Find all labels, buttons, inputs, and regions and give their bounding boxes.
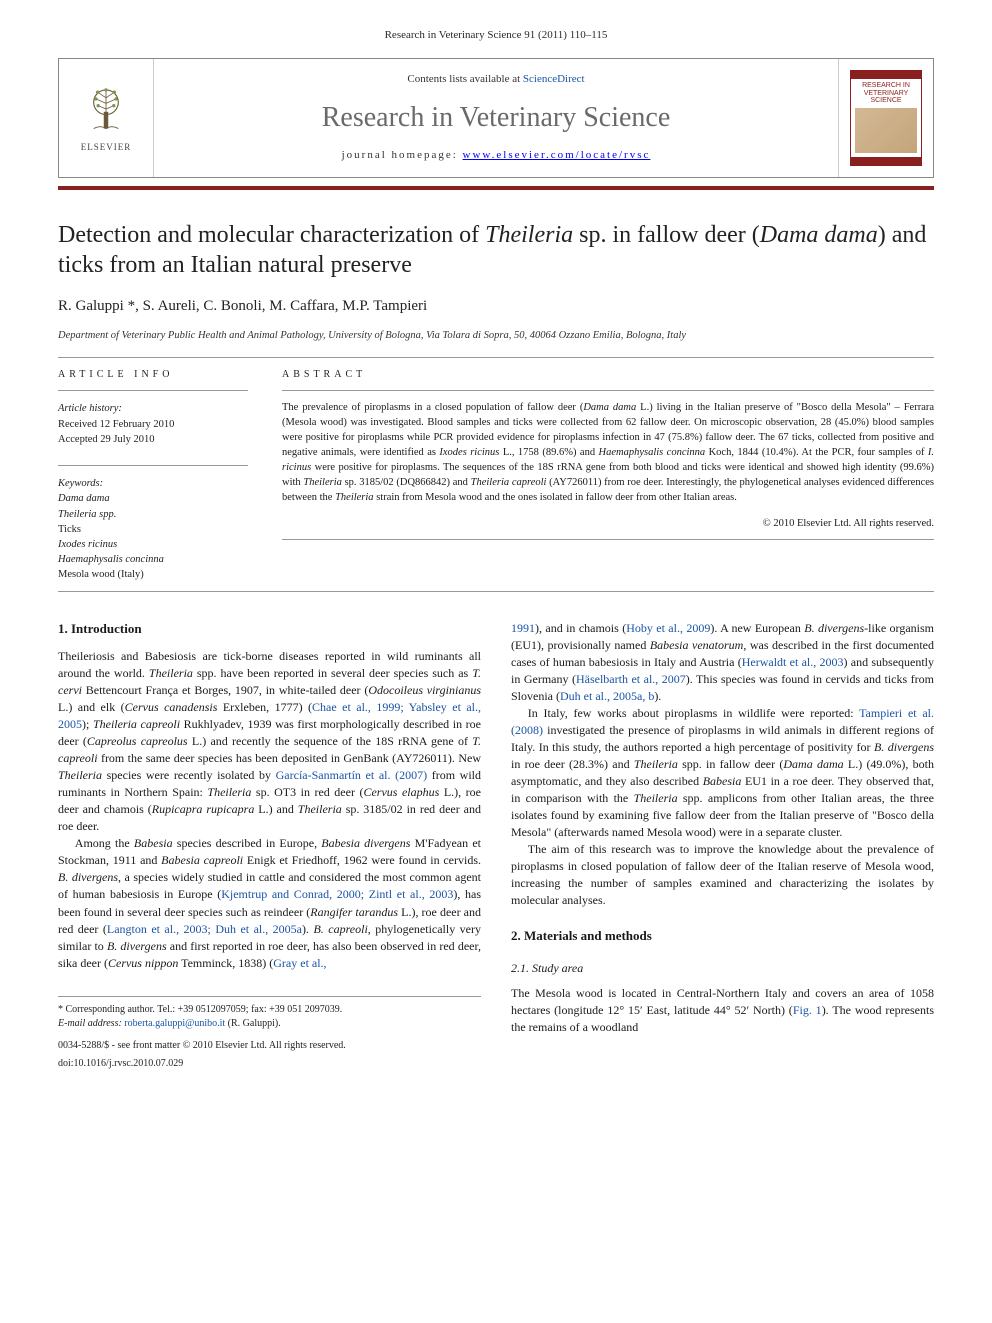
- abstract-text: The prevalence of piroplasms in a closed…: [282, 401, 934, 505]
- body-paragraph: 1991), and in chamois (Hoby et al., 2009…: [511, 620, 934, 705]
- keyword: Ixodes ricinus: [58, 537, 248, 552]
- banner-center: Contents lists available at ScienceDirec…: [154, 59, 838, 177]
- journal-homepage-line: journal homepage: www.elsevier.com/locat…: [342, 148, 651, 164]
- journal-cover-thumb: RESEARCH IN VETERINARY SCIENCE: [850, 70, 922, 166]
- meta-row: ARTICLE INFO Article history: Received 1…: [58, 368, 934, 583]
- front-matter-line: 0034-5288/$ - see front matter © 2010 El…: [58, 1039, 481, 1053]
- abstract-heading: ABSTRACT: [282, 368, 934, 383]
- abstract-block: ABSTRACT The prevalence of piroplasms in…: [282, 368, 934, 583]
- divider: [58, 591, 934, 592]
- author-list: R. Galuppi *, S. Aureli, C. Bonoli, M. C…: [58, 296, 934, 318]
- body-paragraph: Theileriosis and Babesiosis are tick-bor…: [58, 648, 481, 835]
- keyword: Haemaphysalis concinna: [58, 552, 248, 567]
- article-body: 1. Introduction Theileriosis and Babesio…: [58, 620, 934, 1072]
- abstract-copyright: © 2010 Elsevier Ltd. All rights reserved…: [282, 516, 934, 531]
- article-info-heading: ARTICLE INFO: [58, 368, 248, 383]
- journal-title: Research in Veterinary Science: [322, 98, 671, 139]
- journal-banner: ELSEVIER Contents lists available at Sci…: [58, 58, 934, 178]
- corr-email-link[interactable]: roberta.galuppi@unibo.it: [124, 1018, 225, 1029]
- history-label: Article history:: [58, 401, 248, 416]
- contents-available-line: Contents lists available at ScienceDirec…: [407, 72, 584, 88]
- article-info-block: ARTICLE INFO Article history: Received 1…: [58, 368, 248, 583]
- publisher-logo-block: ELSEVIER: [59, 59, 154, 177]
- cover-title: RESEARCH IN VETERINARY SCIENCE: [851, 79, 921, 108]
- keyword: Mesola wood (Italy): [58, 567, 248, 582]
- publisher-name: ELSEVIER: [81, 141, 132, 154]
- brand-rule: [58, 186, 934, 190]
- footer-block: * Corresponding author. Tel.: +39 051209…: [58, 996, 481, 1072]
- keyword: Theileria spp.: [58, 507, 248, 522]
- contents-prefix: Contents lists available at: [407, 73, 522, 85]
- body-paragraph: The Mesola wood is located in Central-No…: [511, 985, 934, 1036]
- section-heading-intro: 1. Introduction: [58, 620, 481, 638]
- corresponding-author: * Corresponding author. Tel.: +39 051209…: [58, 1003, 481, 1031]
- body-paragraph: In Italy, few works about piroplasms in …: [511, 705, 934, 841]
- elsevier-tree-icon: [78, 81, 134, 137]
- section-heading-methods: 2. Materials and methods: [511, 927, 934, 945]
- divider: [58, 357, 934, 358]
- article-title: Detection and molecular characterization…: [58, 220, 934, 280]
- keywords-block: Keywords: Dama dama Theileria spp. Ticks…: [58, 476, 248, 583]
- subsection-heading-study-area: 2.1. Study area: [511, 960, 934, 977]
- homepage-prefix: journal homepage:: [342, 149, 463, 161]
- history-received: Received 12 February 2010: [58, 417, 248, 432]
- running-head: Research in Veterinary Science 91 (2011)…: [58, 28, 934, 44]
- banner-right: RESEARCH IN VETERINARY SCIENCE: [838, 59, 933, 177]
- keyword: Ticks: [58, 522, 248, 537]
- body-paragraph: The aim of this research was to improve …: [511, 841, 934, 909]
- journal-homepage-link[interactable]: www.elsevier.com/locate/rvsc: [463, 149, 651, 161]
- body-paragraph: Among the Babesia species described in E…: [58, 835, 481, 971]
- keywords-label: Keywords:: [58, 476, 248, 491]
- article-history: Article history: Received 12 February 20…: [58, 401, 248, 447]
- doi-line: doi:10.1016/j.rvsc.2010.07.029: [58, 1057, 481, 1071]
- keyword: Dama dama: [58, 491, 248, 506]
- history-accepted: Accepted 29 July 2010: [58, 432, 248, 447]
- affiliation: Department of Veterinary Public Health a…: [58, 328, 934, 343]
- sciencedirect-link[interactable]: ScienceDirect: [523, 73, 585, 85]
- page-root: Research in Veterinary Science 91 (2011)…: [0, 0, 992, 1111]
